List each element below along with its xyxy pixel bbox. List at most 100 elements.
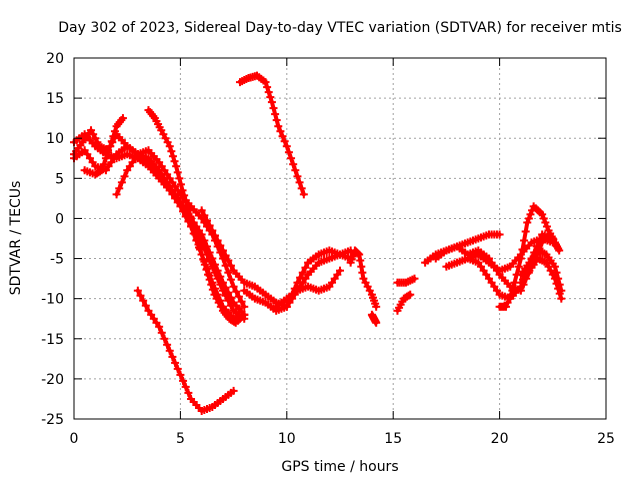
data-point	[282, 142, 291, 151]
data-point	[514, 262, 523, 271]
data-point	[213, 236, 222, 245]
series-arc-9	[272, 266, 344, 311]
data-point	[299, 190, 308, 199]
series-arc-10	[235, 71, 308, 199]
data-point	[87, 126, 96, 135]
data-point	[208, 254, 217, 263]
data-point	[505, 294, 514, 303]
data-point	[115, 184, 124, 193]
data-point	[287, 154, 296, 163]
data-point	[293, 172, 302, 181]
data-point	[538, 210, 547, 219]
data-point	[482, 270, 491, 279]
data-point	[328, 278, 337, 287]
data-point	[104, 148, 113, 157]
data-point	[476, 262, 485, 271]
data-point	[172, 162, 181, 171]
data-point	[176, 198, 185, 207]
data-point	[224, 268, 233, 277]
data-point	[214, 298, 223, 307]
axis-ticks: 0 5 10 15 20 25 -25 -20 -15 -10 -5 0 5 10 15 20	[41, 51, 615, 447]
data-point	[181, 196, 190, 205]
data-point	[520, 236, 529, 245]
data-point	[128, 158, 137, 167]
data-point	[199, 255, 208, 264]
series-arc-13	[367, 310, 381, 327]
data-point	[171, 358, 180, 367]
data-point	[490, 282, 499, 291]
data-point	[554, 274, 563, 283]
data-point	[85, 154, 94, 163]
data-point	[361, 278, 370, 287]
data-point	[521, 227, 530, 236]
data-point	[171, 182, 180, 191]
data-point	[240, 310, 249, 319]
data-point	[296, 273, 305, 282]
data-point	[163, 170, 172, 179]
x-axis-label: GPS time / hours	[281, 459, 398, 475]
data-point	[226, 261, 235, 270]
data-point	[109, 154, 118, 163]
data-point	[104, 162, 113, 171]
data-point	[89, 130, 98, 139]
data-point	[176, 180, 185, 189]
data-point	[276, 127, 285, 136]
data-point	[356, 256, 365, 265]
data-point	[479, 266, 488, 275]
data-point	[298, 268, 307, 277]
data-point	[516, 254, 525, 263]
plot-frame	[73, 57, 607, 420]
data-point	[212, 294, 221, 303]
data-point	[541, 218, 550, 227]
data-point	[226, 293, 235, 302]
data-point	[224, 288, 233, 297]
data-point	[117, 178, 126, 187]
data-point	[189, 224, 198, 233]
data-point	[372, 302, 381, 311]
data-point	[291, 166, 300, 175]
data-point	[123, 166, 132, 175]
data-point	[229, 386, 238, 395]
data-point	[213, 266, 222, 275]
data-point	[221, 251, 230, 260]
data-point	[232, 287, 241, 296]
y-tick-label: 15	[46, 91, 64, 107]
data-point	[210, 231, 219, 240]
data-point	[159, 130, 168, 139]
y-axis-label: SDTVAR / TECUs	[8, 181, 24, 296]
series-arc-6	[144, 106, 249, 327]
data-point	[200, 260, 209, 269]
data-point	[93, 138, 102, 147]
data-point	[358, 268, 367, 277]
data-point	[167, 147, 176, 156]
data-point	[550, 262, 559, 271]
data-point	[203, 242, 211, 251]
data-point	[80, 146, 89, 155]
data-point	[278, 132, 287, 141]
data-point	[91, 134, 100, 143]
data-point	[216, 272, 225, 281]
data-point	[197, 250, 206, 259]
data-point	[237, 297, 246, 306]
data-point	[229, 282, 238, 291]
data-point	[97, 166, 106, 175]
data-point	[518, 245, 527, 254]
data-point	[96, 167, 105, 176]
data-point	[297, 184, 306, 193]
data-point	[165, 174, 174, 183]
data-point	[163, 340, 172, 349]
data-point	[492, 286, 501, 295]
data-point	[336, 266, 344, 275]
data-point	[301, 263, 310, 272]
data-point	[261, 78, 270, 87]
data-point	[355, 250, 364, 259]
series-arc-2	[70, 126, 249, 323]
data-point	[136, 291, 145, 300]
data-point	[110, 127, 119, 136]
y-tick-label: 10	[46, 131, 64, 147]
data-point	[210, 290, 219, 299]
data-point	[88, 158, 97, 167]
data-point	[141, 301, 150, 310]
data-point	[208, 285, 217, 294]
data-point	[205, 221, 214, 230]
